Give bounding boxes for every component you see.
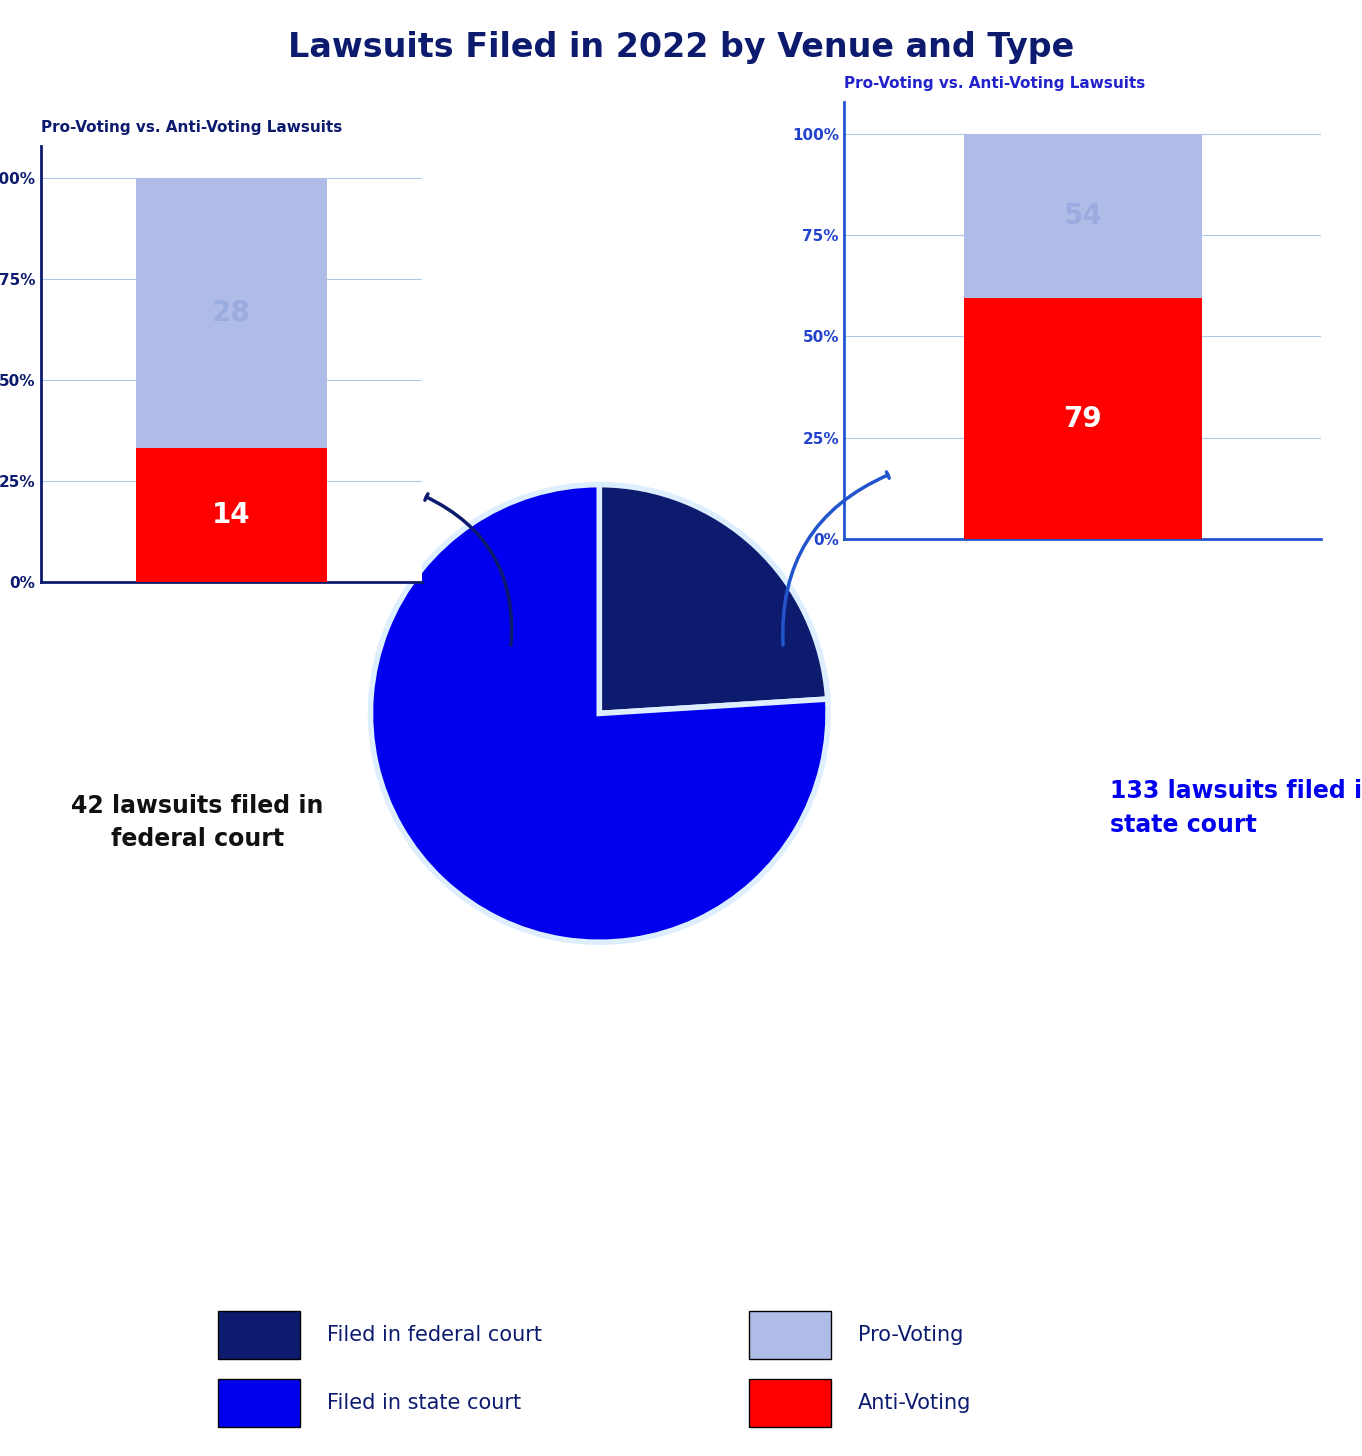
Text: Anti-Voting: Anti-Voting: [858, 1393, 971, 1412]
Text: Pro-Voting vs. Anti-Voting Lawsuits: Pro-Voting vs. Anti-Voting Lawsuits: [41, 119, 342, 135]
Text: 42 lawsuits filed in
federal court: 42 lawsuits filed in federal court: [71, 794, 324, 852]
FancyBboxPatch shape: [218, 1379, 300, 1427]
FancyBboxPatch shape: [749, 1379, 831, 1427]
Bar: [136, 178, 327, 447]
Text: 28: 28: [212, 298, 251, 326]
Text: Pro-Voting vs. Anti-Voting Lawsuits: Pro-Voting vs. Anti-Voting Lawsuits: [844, 76, 1145, 92]
Wedge shape: [370, 485, 828, 942]
Text: 79: 79: [1064, 405, 1102, 432]
Bar: [963, 298, 1201, 539]
Bar: [136, 447, 327, 582]
FancyBboxPatch shape: [749, 1312, 831, 1358]
Text: 14: 14: [212, 501, 251, 529]
Text: Pro-Voting: Pro-Voting: [858, 1325, 963, 1345]
Text: Filed in state court: Filed in state court: [327, 1393, 522, 1412]
Bar: [963, 134, 1201, 298]
Wedge shape: [599, 485, 828, 713]
Text: Lawsuits Filed in 2022 by Venue and Type: Lawsuits Filed in 2022 by Venue and Type: [287, 31, 1075, 64]
Text: 133 lawsuits filed in
state court: 133 lawsuits filed in state court: [1110, 779, 1362, 837]
Text: Filed in federal court: Filed in federal court: [327, 1325, 542, 1345]
Text: 54: 54: [1064, 202, 1102, 230]
FancyBboxPatch shape: [218, 1312, 300, 1358]
